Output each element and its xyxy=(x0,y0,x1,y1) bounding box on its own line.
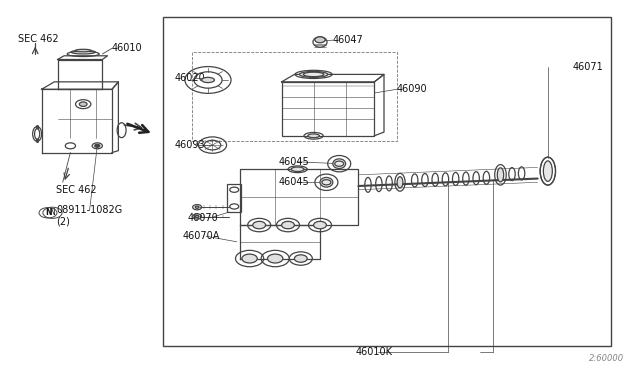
Circle shape xyxy=(195,206,199,208)
Bar xyxy=(227,184,241,212)
Bar xyxy=(163,17,611,346)
Ellipse shape xyxy=(202,77,214,83)
Circle shape xyxy=(79,102,87,106)
Ellipse shape xyxy=(543,161,552,182)
Ellipse shape xyxy=(320,177,333,187)
Ellipse shape xyxy=(497,168,504,182)
Text: 46070A: 46070A xyxy=(182,231,220,241)
Circle shape xyxy=(242,254,257,263)
Circle shape xyxy=(253,221,266,229)
Text: SEC 462: SEC 462 xyxy=(18,34,58,44)
Circle shape xyxy=(294,255,307,262)
Text: 46071: 46071 xyxy=(573,62,604,72)
Ellipse shape xyxy=(333,159,346,169)
Ellipse shape xyxy=(315,37,325,43)
Text: 46045: 46045 xyxy=(278,177,309,187)
Text: 46070: 46070 xyxy=(188,213,218,222)
Circle shape xyxy=(195,215,199,218)
Circle shape xyxy=(314,221,326,229)
Ellipse shape xyxy=(308,134,319,138)
Text: 46093: 46093 xyxy=(174,140,205,150)
Text: 46010: 46010 xyxy=(112,44,143,53)
Text: N: N xyxy=(45,208,51,217)
Text: 46010K: 46010K xyxy=(355,347,392,356)
Text: 2:60000: 2:60000 xyxy=(589,354,624,363)
Text: 46020: 46020 xyxy=(174,73,205,83)
Ellipse shape xyxy=(300,71,328,77)
Text: N: N xyxy=(50,208,55,217)
Text: 46045: 46045 xyxy=(278,157,309,167)
Circle shape xyxy=(268,254,283,263)
Ellipse shape xyxy=(291,167,304,171)
Text: SEC 462: SEC 462 xyxy=(56,185,97,195)
Ellipse shape xyxy=(76,49,92,52)
Ellipse shape xyxy=(397,177,403,188)
Text: 08911-1082G
(2): 08911-1082G (2) xyxy=(56,205,123,227)
Bar xyxy=(282,82,374,136)
Text: 46090: 46090 xyxy=(397,84,428,94)
Bar xyxy=(192,52,397,141)
Circle shape xyxy=(95,144,100,147)
Ellipse shape xyxy=(35,129,40,139)
Circle shape xyxy=(282,221,294,229)
Text: 46047: 46047 xyxy=(333,35,364,45)
